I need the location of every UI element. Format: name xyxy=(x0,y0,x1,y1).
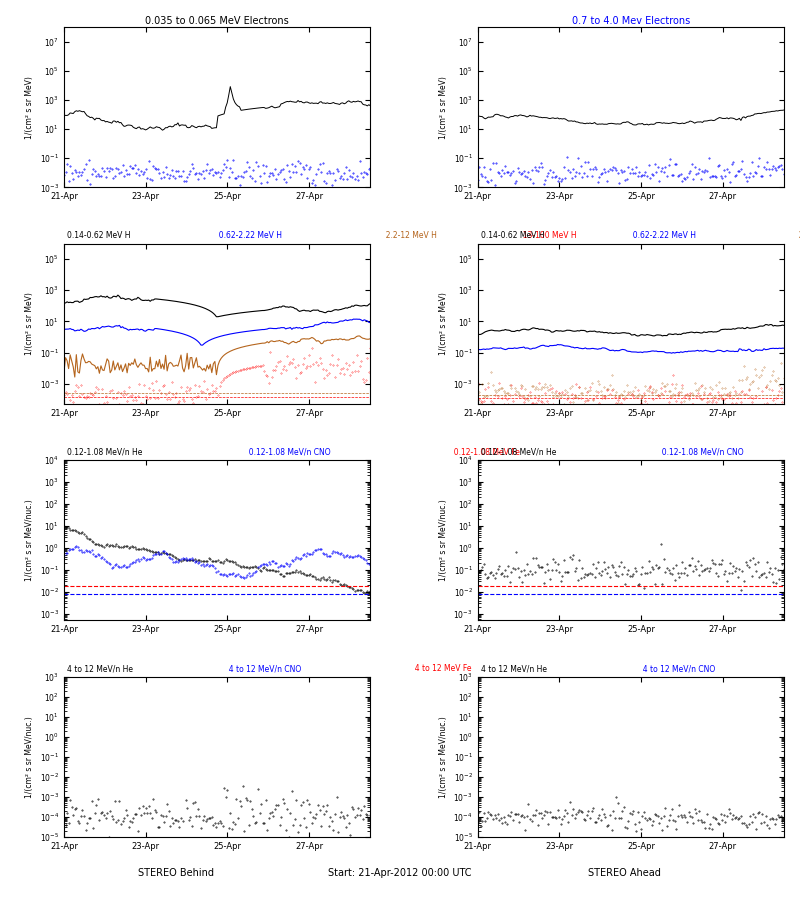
Y-axis label: 1/(cm² s sr MeV): 1/(cm² s sr MeV) xyxy=(439,292,448,356)
Text: 0.12-1.08 MeV/n He: 0.12-1.08 MeV/n He xyxy=(67,448,142,457)
Text: 4 to 12 MeV/n He: 4 to 12 MeV/n He xyxy=(481,664,546,673)
Y-axis label: 1/(cm² s sr MeV/nuc.): 1/(cm² s sr MeV/nuc.) xyxy=(26,716,34,797)
Text: 0.12-1.08 MeV/n CNO: 0.12-1.08 MeV/n CNO xyxy=(243,448,330,457)
Text: 0.14-0.62 MeV H: 0.14-0.62 MeV H xyxy=(481,231,544,240)
Text: 0.12-1.08 MeV/n CNO: 0.12-1.08 MeV/n CNO xyxy=(657,448,744,457)
Y-axis label: 1/(cm² s sr MeV): 1/(cm² s sr MeV) xyxy=(26,292,34,356)
Text: 0.12-1.08 MeV Fe: 0.12-1.08 MeV Fe xyxy=(450,448,520,457)
Text: 4 to 12 MeV/n He: 4 to 12 MeV/n He xyxy=(67,664,133,673)
Text: 4 to 12 MeV/n CNO: 4 to 12 MeV/n CNO xyxy=(638,664,714,673)
Text: 2.2-12 MeV H: 2.2-12 MeV H xyxy=(794,231,800,240)
Text: 0.62-2.22 MeV H: 0.62-2.22 MeV H xyxy=(628,231,696,240)
Text: 4 to 12 MeV Fe: 4 to 12 MeV Fe xyxy=(410,664,472,673)
Text: STEREO Behind: STEREO Behind xyxy=(138,868,214,878)
Text: 0.14-0.62 MeV H: 0.14-0.62 MeV H xyxy=(67,231,130,240)
Y-axis label: 1/(cm² s sr MeV/nuc.): 1/(cm² s sr MeV/nuc.) xyxy=(26,500,34,581)
Y-axis label: 1/(cm² s sr MeV/nuc.): 1/(cm² s sr MeV/nuc.) xyxy=(439,500,448,581)
Text: Start: 21-Apr-2012 00:00 UTC: Start: 21-Apr-2012 00:00 UTC xyxy=(328,868,472,878)
Y-axis label: 1/(cm² s sr MeV): 1/(cm² s sr MeV) xyxy=(26,76,34,139)
Title: 0.7 to 4.0 Mev Electrons: 0.7 to 4.0 Mev Electrons xyxy=(572,16,690,26)
Y-axis label: 1/(cm² s sr MeV/nuc.): 1/(cm² s sr MeV/nuc.) xyxy=(439,716,448,797)
Title: 0.035 to 0.065 MeV Electrons: 0.035 to 0.065 MeV Electrons xyxy=(146,16,289,26)
Text: STEREO Ahead: STEREO Ahead xyxy=(587,868,661,878)
Text: 0.12-1.08 MeV/n He: 0.12-1.08 MeV/n He xyxy=(481,448,556,457)
Text: 0.62-2.22 MeV H: 0.62-2.22 MeV H xyxy=(214,231,282,240)
Y-axis label: 1/(cm² s sr MeV): 1/(cm² s sr MeV) xyxy=(439,76,448,139)
Text: 4 to 12 MeV/n CNO: 4 to 12 MeV/n CNO xyxy=(224,664,301,673)
Text: 2.2-12 MeV H: 2.2-12 MeV H xyxy=(381,231,437,240)
Text: 13-100 MeV H: 13-100 MeV H xyxy=(518,231,577,240)
